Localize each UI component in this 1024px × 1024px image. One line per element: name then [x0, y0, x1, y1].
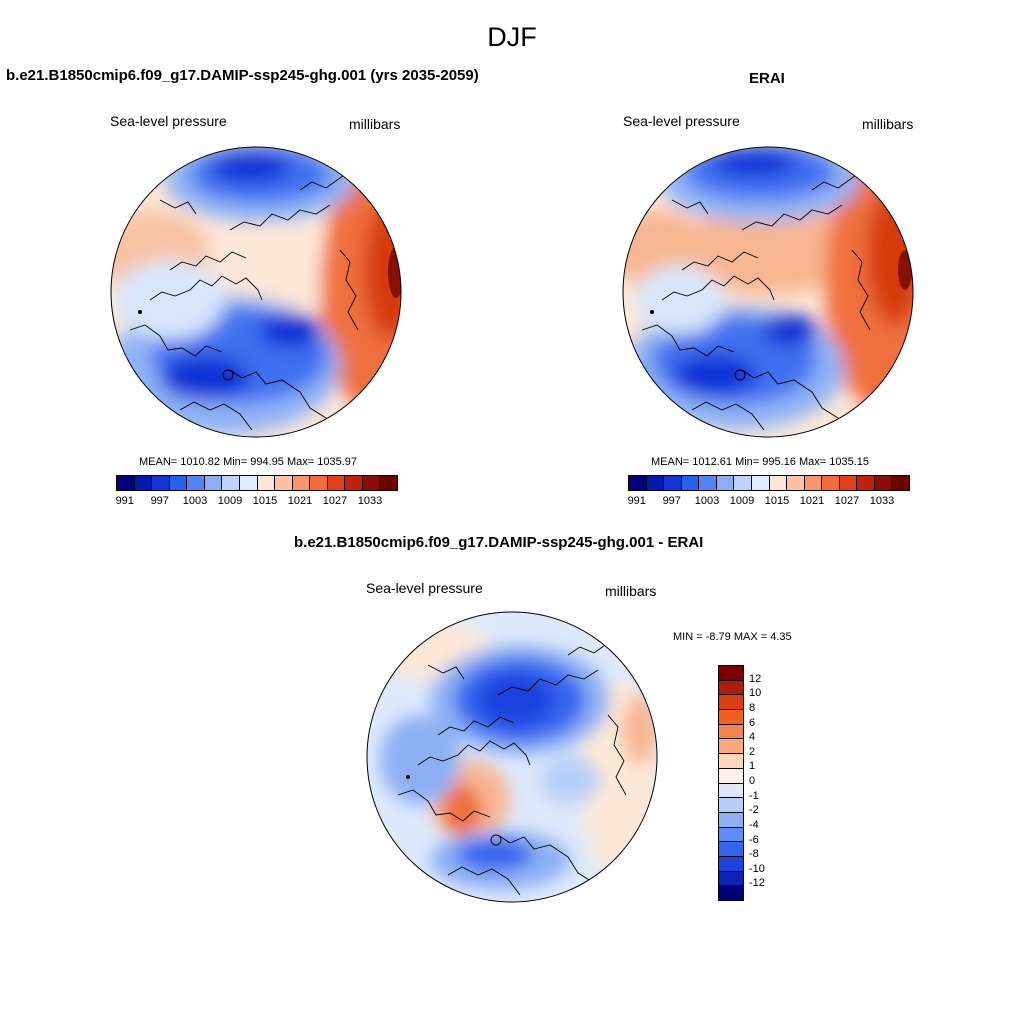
colorbar-swatch	[719, 709, 743, 724]
colorbar-swatch	[719, 870, 743, 886]
colorbar-swatch	[291, 476, 310, 490]
diff-colorbar	[718, 665, 744, 901]
colorbar-swatch	[719, 767, 743, 783]
colorbar-swatch	[663, 476, 681, 490]
colorbar-swatch	[719, 694, 743, 710]
colorbar-swatch	[680, 476, 699, 490]
colorbar-label: -12	[749, 877, 765, 890]
obs-polar-map	[622, 146, 914, 438]
colorbar-label: 1021	[287, 495, 313, 507]
colorbar-swatch	[856, 476, 874, 490]
colorbar-swatch	[719, 679, 743, 695]
colorbar-swatch	[715, 476, 734, 490]
colorbar-label: 6	[749, 716, 756, 729]
colorbar-swatch	[326, 476, 345, 490]
colorbar-label: 1027	[834, 495, 860, 507]
colorbar-label: 10	[749, 687, 762, 700]
colorbar-label: 1033	[357, 495, 383, 507]
colorbar-swatch	[274, 476, 292, 490]
colorbar-label: 1003	[694, 495, 720, 507]
colorbar-swatch	[733, 476, 751, 490]
obs-stats: MEAN= 1012.61 Min= 995.16 Max= 1035.15	[651, 456, 870, 468]
obs-colorbar	[628, 475, 910, 491]
colorbar-swatch	[719, 885, 743, 900]
colorbar-swatch	[768, 476, 787, 490]
colorbar-swatch	[309, 476, 327, 490]
colorbar-label: -6	[749, 833, 759, 846]
colorbar-swatch	[803, 476, 822, 490]
obs-variable-label: Sea-level pressure	[623, 113, 740, 129]
model-units-label: millibars	[349, 116, 401, 132]
colorbar-swatch	[719, 811, 743, 827]
colorbar-label: 1009	[217, 495, 243, 507]
colorbar-swatch	[891, 476, 909, 490]
colorbar-label: 1015	[252, 495, 278, 507]
colorbar-swatch	[344, 476, 362, 490]
colorbar-swatch	[719, 782, 743, 798]
model-panel-title: b.e21.B1850cmip6.f09_g17.DAMIP-ssp245-gh…	[6, 67, 479, 84]
colorbar-label: 991	[115, 495, 134, 507]
colorbar-swatch	[719, 826, 743, 842]
colorbar-label: 997	[662, 495, 681, 507]
season-title: DJF	[487, 22, 537, 52]
colorbar-label: 8	[749, 701, 756, 714]
colorbar-label: -8	[749, 848, 759, 861]
colorbar-swatch	[203, 476, 222, 490]
colorbar-swatch	[719, 738, 743, 754]
colorbar-swatch	[719, 753, 743, 768]
diff-variable-label: Sea-level pressure	[366, 580, 483, 596]
colorbar-label: 1027	[322, 495, 348, 507]
colorbar-swatch	[168, 476, 187, 490]
colorbar-label: 1003	[182, 495, 208, 507]
colorbar-swatch	[719, 723, 743, 739]
colorbar-label: -4	[749, 818, 759, 831]
obs-units-label: millibars	[862, 116, 914, 132]
model-stats: MEAN= 1010.82 Min= 994.95 Max= 1035.97	[139, 456, 358, 468]
colorbar-label: -2	[749, 804, 759, 817]
colorbar-swatch	[719, 797, 743, 812]
colorbar-swatch	[151, 476, 169, 490]
model-variable-label: Sea-level pressure	[110, 113, 227, 129]
model-colorbar	[116, 475, 398, 491]
obs-panel-title: ERAI	[749, 70, 785, 87]
colorbar-swatch	[698, 476, 716, 490]
colorbar-swatch	[133, 476, 152, 490]
diff-stats: MIN = -8.79 MAX = 4.35	[673, 631, 792, 643]
colorbar-swatch	[629, 476, 646, 490]
colorbar-swatch	[786, 476, 804, 490]
colorbar-label: 4	[749, 731, 756, 744]
colorbar-label: -10	[749, 862, 765, 875]
colorbar-swatch	[719, 666, 743, 680]
colorbar-label: 991	[627, 495, 646, 507]
colorbar-swatch	[238, 476, 257, 490]
colorbar-label: 1	[749, 760, 756, 773]
colorbar-label: 1021	[799, 495, 825, 507]
colorbar-swatch	[719, 855, 743, 871]
colorbar-label: 997	[150, 495, 169, 507]
colorbar-swatch	[645, 476, 664, 490]
colorbar-label: 1033	[869, 495, 895, 507]
diff-polar-map	[366, 611, 658, 903]
colorbar-swatch	[256, 476, 275, 490]
colorbar-swatch	[186, 476, 204, 490]
colorbar-swatch	[719, 841, 743, 856]
colorbar-label: 2	[749, 745, 756, 758]
colorbar-swatch	[117, 476, 134, 490]
model-polar-map	[110, 146, 402, 438]
colorbar-label: 1015	[764, 495, 790, 507]
colorbar-swatch	[873, 476, 892, 490]
diff-panel-title: b.e21.B1850cmip6.f09_g17.DAMIP-ssp245-gh…	[294, 534, 704, 551]
colorbar-label: 12	[749, 672, 762, 685]
colorbar-swatch	[838, 476, 857, 490]
colorbar-swatch	[361, 476, 380, 490]
colorbar-swatch	[750, 476, 769, 490]
colorbar-label: -1	[749, 789, 759, 802]
colorbar-swatch	[379, 476, 397, 490]
colorbar-swatch	[821, 476, 839, 490]
colorbar-swatch	[221, 476, 239, 490]
diff-units-label: millibars	[605, 583, 657, 599]
colorbar-label: 1009	[729, 495, 755, 507]
colorbar-label: 0	[749, 775, 756, 787]
